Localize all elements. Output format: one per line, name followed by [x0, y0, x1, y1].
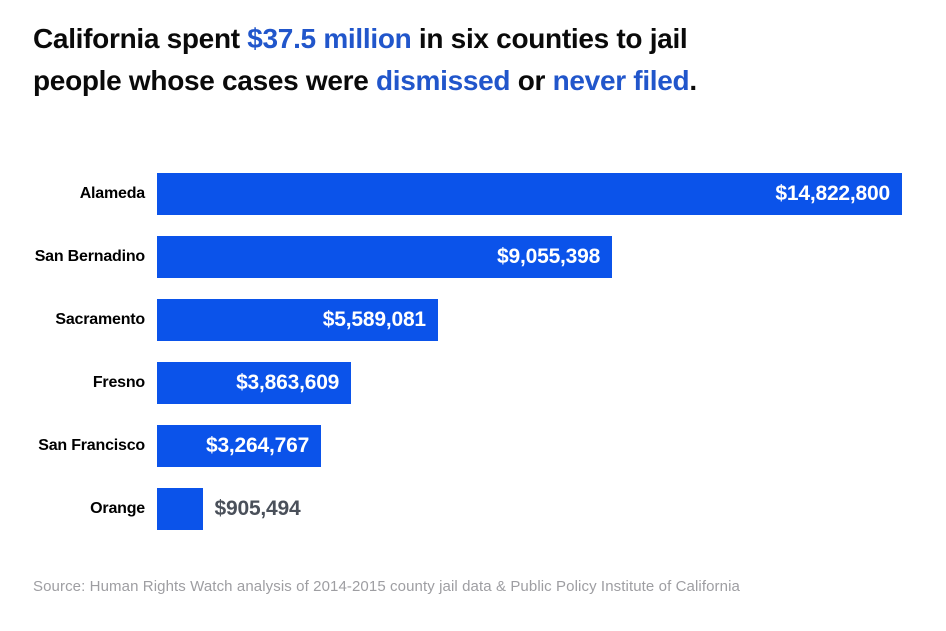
- bar-row: Sacramento $5,589,081: [33, 299, 902, 341]
- title-segment: .: [689, 65, 697, 96]
- bar-row: Orange $905,494: [33, 488, 902, 530]
- category-label: Sacramento: [55, 311, 145, 328]
- title-segment: $37.5 million: [247, 23, 412, 54]
- bar: $3,264,767: [157, 425, 322, 467]
- bar: $14,822,800: [157, 173, 902, 215]
- category-label: Fresno: [92, 374, 145, 391]
- value-label: $9,055,398: [497, 245, 601, 268]
- category-label: Alameda: [79, 185, 145, 202]
- source-note: Source: Human Rights Watch analysis of 2…: [33, 578, 740, 595]
- bar-row: Fresno $3,863,609: [33, 362, 902, 404]
- value-label: $5,589,081: [322, 308, 426, 331]
- bar: $5,589,081: [157, 299, 438, 341]
- title-segment: California spent: [33, 23, 248, 54]
- title-segment: dismissed: [375, 65, 511, 96]
- bar-track: $14,822,800: [157, 173, 902, 215]
- value-label: $3,863,609: [236, 371, 340, 394]
- value-label: $905,494: [214, 497, 301, 520]
- bar-track: $5,589,081: [157, 299, 902, 341]
- category-label: San Francisco: [38, 437, 145, 454]
- category-label: San Bernadino: [34, 248, 146, 265]
- title-segment: or: [510, 65, 553, 96]
- chart-title: California spent $37.5 million in six co…: [33, 18, 923, 102]
- bar-row: San Francisco $3,264,767: [33, 425, 902, 467]
- title-segment: never filed: [552, 65, 690, 96]
- bar: $3,863,609: [157, 362, 352, 404]
- bar-row: San Bernadino $9,055,398: [33, 236, 902, 278]
- value-label: $14,822,800: [775, 182, 890, 205]
- value-label: $3,264,767: [205, 434, 310, 457]
- bar-track: $905,494: [157, 488, 902, 530]
- bar-chart: Alameda $14,822,800 San Bernadino $9,055,39…: [33, 173, 902, 551]
- bar: $9,055,398: [157, 236, 613, 278]
- bar-track: $3,264,767: [157, 425, 902, 467]
- bar-row: Alameda $14,822,800: [33, 173, 902, 215]
- bar: [157, 488, 203, 530]
- bar-track: $9,055,398: [157, 236, 902, 278]
- title-segment: in six counties to jail people whose cas…: [33, 23, 688, 96]
- category-label: Orange: [90, 500, 145, 517]
- bar-track: $3,863,609: [157, 362, 902, 404]
